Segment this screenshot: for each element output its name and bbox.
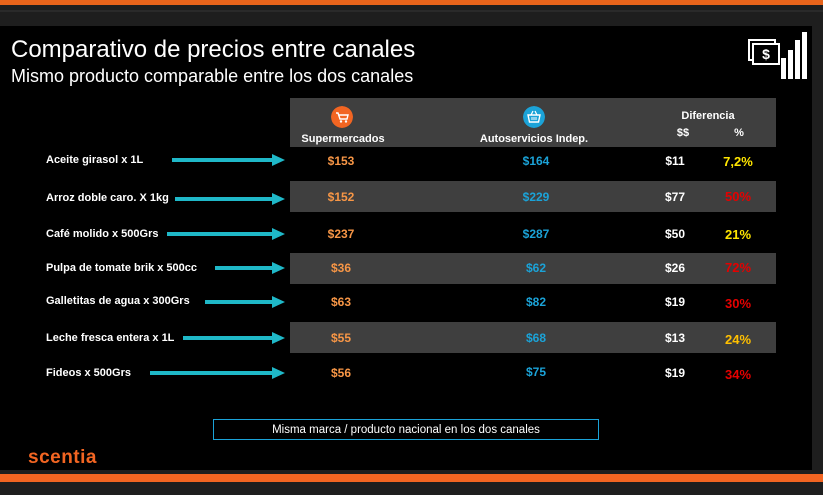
page-title: Comparativo de precios entre canales [11,36,416,63]
price-autoservicios: $68 [525,331,547,345]
svg-text:$: $ [762,46,770,62]
row-band [290,253,776,284]
arrow-icon [175,193,285,205]
diff-amount: $13 [664,331,686,345]
top-accent-bar [0,0,823,5]
bottom-accent-bar [0,474,823,482]
price-autoservicios: $164 [522,154,550,168]
price-supermercados: $153 [327,154,355,168]
diff-percent: 30% [724,296,752,311]
diff-percent: 50% [724,189,752,204]
brand-logo: scentia [28,447,97,468]
diff-amount: $50 [664,227,686,241]
money-chart-icon: $ [748,32,807,79]
arrow-icon [215,262,285,274]
product-name: Aceite girasol x 1L [46,154,144,166]
arrow-icon [172,154,285,166]
arrow-icon [205,296,285,308]
col-header-supermercados: Supermercados [301,133,385,145]
price-supermercados: $56 [330,366,352,380]
top-divider [0,10,823,12]
diff-amount: $19 [664,295,686,309]
diff-percent: 34% [724,367,752,382]
diff-amount: $77 [664,190,686,204]
price-autoservicios: $229 [522,190,550,204]
col-header-diff-abs: $$ [676,127,690,139]
price-autoservicios: $62 [525,261,547,275]
row-band [290,322,776,353]
product-name: Arroz doble caro. X 1kg [46,192,169,204]
shopping-cart-icon [331,106,353,128]
product-name: Café molido x 500Grs [46,228,159,240]
price-autoservicios: $287 [522,227,550,241]
diff-amount: $11 [665,154,685,168]
price-supermercados: $237 [327,227,355,241]
diff-amount: $26 [664,261,686,275]
col-header-diff-pct: % [734,127,744,139]
price-autoservicios: $82 [525,295,547,309]
price-supermercados: $55 [330,331,352,345]
col-header-autoservicios: Autoservicios Indep. [479,133,589,145]
price-supermercados: $63 [330,295,352,309]
diff-percent: 21% [724,227,752,242]
diff-percent: 7,2% [723,154,753,169]
diff-amount: $19 [664,366,686,380]
page-subtitle: Mismo producto comparable entre los dos … [11,66,414,86]
shopping-basket-icon [523,106,545,128]
price-autoservicios: $75 [525,365,547,379]
slide-background [0,26,812,470]
product-name: Leche fresca entera x 1L [46,332,175,344]
arrow-icon [183,332,285,344]
price-supermercados: $152 [327,190,355,204]
arrow-icon [167,228,285,240]
product-name: Fideos x 500Grs [46,367,131,379]
col-header-diferencia: Diferencia [681,110,735,122]
row-band [290,181,776,212]
arrow-icon [150,367,285,379]
price-supermercados: $36 [330,261,352,275]
diff-percent: 24% [724,332,752,347]
diff-percent: 72% [724,260,752,275]
product-name: Pulpa de tomate brik x 500cc [46,262,198,274]
footnote-box: Misma marca / producto nacional en los d… [213,419,599,440]
product-name: Galletitas de agua x 300Grs [46,295,190,307]
